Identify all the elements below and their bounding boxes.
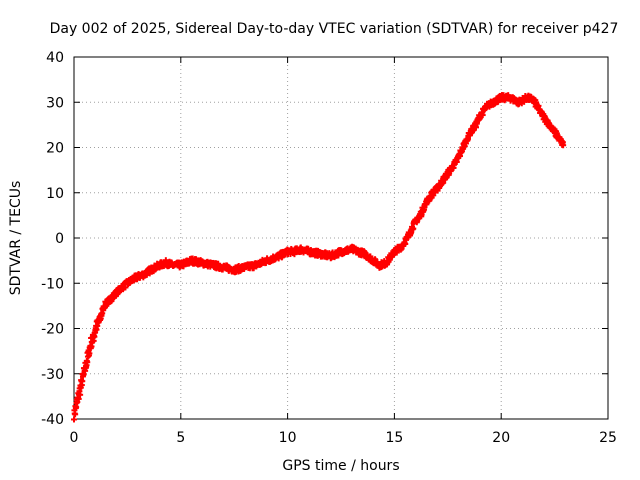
x-tick-label: 20: [492, 430, 510, 446]
y-tick-label: -10: [41, 276, 64, 292]
y-tick-label: -30: [41, 367, 64, 383]
data-point: [77, 391, 84, 398]
y-tick-label: 0: [55, 231, 64, 247]
y-tick-label: -40: [41, 412, 64, 428]
x-tick-label: 0: [70, 430, 79, 446]
y-tick-label: 10: [46, 186, 64, 202]
x-axis-label: GPS time / hours: [282, 458, 399, 474]
axis-ticks: 0 5 10 15 20 25 -40 -30 -20 -10 0 10 20 30 40: [41, 50, 617, 446]
data-point: [84, 359, 91, 366]
y-tick-label: 40: [46, 50, 64, 66]
x-tick-label: 25: [599, 430, 617, 446]
x-tick-label: 10: [279, 430, 297, 446]
chart-title: Day 002 of 2025, Sidereal Day-to-day VTE…: [50, 21, 619, 37]
data-point: [71, 416, 77, 423]
y-tick-label: -20: [41, 322, 64, 338]
data-point: [560, 142, 567, 149]
x-tick-label: 5: [176, 430, 185, 446]
y-axis-label: SDTVAR / TECUs: [8, 181, 24, 296]
data-point: [122, 284, 129, 291]
data-point: [410, 225, 417, 232]
data-points: [71, 92, 567, 423]
x-tick-label: 15: [385, 430, 403, 446]
data-point: [479, 112, 486, 119]
grid: [74, 57, 608, 419]
y-tick-label: 20: [46, 141, 64, 157]
data-point: [86, 350, 93, 357]
data-point: [72, 411, 79, 418]
y-tick-label: 30: [46, 95, 64, 111]
